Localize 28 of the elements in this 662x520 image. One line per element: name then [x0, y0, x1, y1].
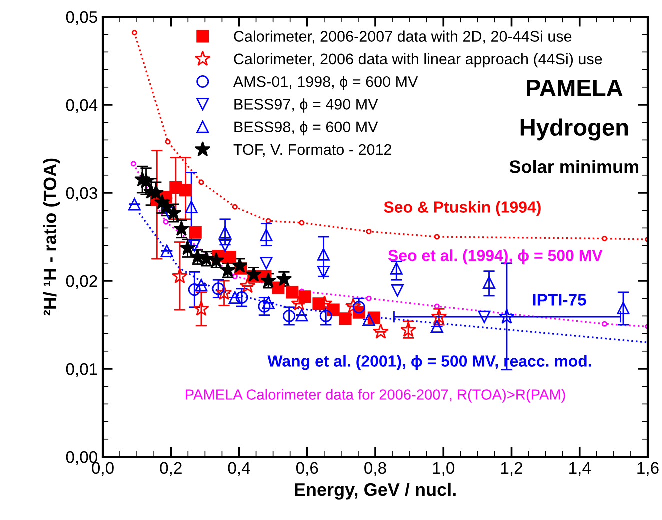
- x-tick-label: 1,2: [501, 462, 522, 476]
- x-tick-label: 1,0: [433, 462, 455, 476]
- x-axis-title: Energy, GeV / nucl.: [295, 482, 456, 500]
- x-tick-label: 0,4: [228, 462, 250, 476]
- y-tick-label: 0,04: [66, 99, 98, 114]
- x-tick-label: 1,6: [638, 462, 659, 476]
- y-tick-label: 0,05: [66, 11, 98, 26]
- legend-label: BESS98, ϕ = 600 MV: [234, 121, 378, 136]
- annotation: PAMELA Calorimeter data for 2006-2007, R(TOA)>R(PAM): [186, 389, 566, 403]
- y-tick-label: 0,03: [66, 187, 98, 202]
- legend-label: BESS97, ϕ = 490 MV: [234, 98, 378, 113]
- series-label: Seo & Ptuskin (1994): [384, 201, 541, 216]
- y-axis-title: ²H/ ¹H - ratio (TOA): [43, 158, 60, 316]
- x-tick-label: 0,6: [296, 462, 318, 476]
- annotation: Solar minimum: [510, 160, 639, 174]
- x-tick-label: 1,4: [570, 462, 591, 476]
- legend-label: AMS-01, 1998, ϕ = 600 MV: [233, 76, 418, 90]
- legend-label: TOF, V. Formato - 2012: [234, 144, 392, 157]
- y-tick-label: 0,02: [66, 275, 98, 290]
- x-tick-label: 0,2: [160, 462, 182, 476]
- annotation: PAMELA: [527, 80, 623, 96]
- annotation: Hydrogen: [520, 118, 628, 141]
- legend-label: Calorimeter, 2006 data with linear approach (44Si) use: [234, 53, 602, 68]
- y-tick-label: 0,01: [66, 363, 98, 378]
- text: Seo et al. (1994), ϕ = 500 MV: [388, 250, 603, 265]
- annotation: IPTI-75: [533, 294, 586, 306]
- legend-label: Calorimeter, 2006-2007 data with 2D, 20-44Si use: [234, 30, 572, 44]
- x-tick-label: 0,8: [364, 462, 386, 476]
